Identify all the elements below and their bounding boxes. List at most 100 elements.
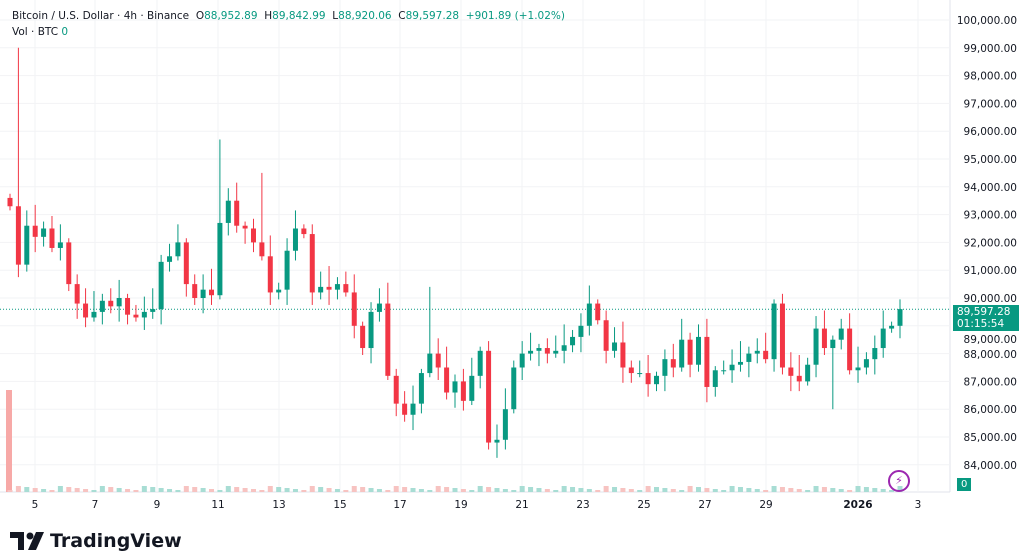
candle-body [259,242,265,257]
candle-body [880,328,886,349]
price-tick: 96,000.00 [964,126,1017,138]
candle-body [309,234,315,293]
time-tick: 11 [211,499,224,511]
volume-bar [469,490,475,492]
time-tick: 9 [154,499,161,511]
candle-body [486,350,492,443]
candle-body [141,311,147,318]
candle-body [192,284,198,298]
volume-bar [603,486,609,492]
time-tick: 2026 [843,499,872,511]
volume-bar [141,486,147,492]
candle-body [821,328,827,349]
change-value: +901.89 (+1.02%) [465,10,565,22]
volume-bar [108,487,114,492]
volume-bar [66,487,72,492]
candle-body [595,303,601,321]
candle-body [301,228,307,235]
price-tick: 90,000.00 [964,293,1017,305]
volume-bar [821,487,827,492]
candle-body [393,375,399,404]
volume-bar [679,490,685,492]
volume-bar [704,488,710,492]
candle-body [687,339,693,365]
candle-body [721,370,727,372]
candle-body [645,373,651,385]
volume-bar [729,486,735,492]
candle-body [737,361,743,365]
open-value: 88,952.89 [204,10,258,22]
lightning-icon[interactable]: ⚡ [888,470,910,492]
volume-bar [645,486,651,492]
volume-bar [620,488,626,492]
candle-body [125,298,131,315]
candle-body [897,309,903,326]
volume-bar [528,487,534,492]
volume-bar [863,487,869,492]
volume-bar [368,488,374,492]
volume-bar [267,486,273,492]
volume-bar [502,489,508,492]
volume-bar [99,486,105,492]
volume-label[interactable]: Vol · BTC [12,26,59,38]
candle-body [326,286,332,290]
candle-body [284,250,290,290]
tradingview-logo[interactable]: TradingView [10,530,182,552]
volume-bar [427,490,433,492]
volume-bar [779,487,785,492]
candle-body [561,345,567,351]
candle-body [695,336,701,365]
last-price: 89,597.28 [957,306,1011,318]
time-tick: 17 [393,499,406,511]
volume-bar [116,488,122,492]
volume-value: 0 [61,26,69,38]
candle-body [805,364,811,382]
volume-bar [486,487,492,492]
candle-body [267,256,273,293]
candle-body [133,314,139,318]
candle-body [158,261,164,310]
candle-body [435,353,441,368]
candle-body [334,284,340,290]
volume-bar [318,487,324,492]
open-label: O [195,10,205,22]
price-tick: 85,000.00 [964,432,1017,444]
volume-bar [234,487,240,492]
volume-bar [209,489,215,492]
volume-bar [519,486,525,492]
candle-body [292,228,298,251]
price-tick: 97,000.00 [964,98,1017,110]
high-label: H [264,10,273,22]
candle-body [746,353,752,362]
volume-bar [334,489,340,492]
volume-bar [158,488,164,492]
volume-bar [351,486,357,492]
volume-bar [376,489,382,492]
volume-bar [477,486,483,492]
price-chart[interactable]: 100,000.00 99,000.00 98,000.00 97,000.00 96,… [0,0,1024,520]
symbol-title[interactable]: Bitcoin / U.S. Dollar · 4h · Binance [12,10,190,22]
price-tick: 92,000.00 [964,237,1017,249]
volume-bar [452,488,458,492]
volume-bar [796,489,802,492]
volume-bar [670,489,676,492]
candle-body [612,342,618,351]
price-tick: 91,000.00 [964,265,1017,277]
volume-bar [410,488,416,492]
volume-bar [889,490,895,492]
volume-bar [628,489,634,492]
candle-body [662,359,668,376]
volume-bar [167,489,173,492]
volume-bar [192,487,198,492]
candle-body [779,303,785,368]
candle-body [385,303,391,376]
volume-bar [24,487,30,492]
candle-body [209,289,215,296]
candle-body [620,342,626,368]
candle-body [24,225,30,265]
volume-bar [15,486,21,492]
candle-body [771,303,777,360]
volume-bar [284,488,290,492]
candle-body [410,403,416,415]
volume-bar [721,490,727,492]
